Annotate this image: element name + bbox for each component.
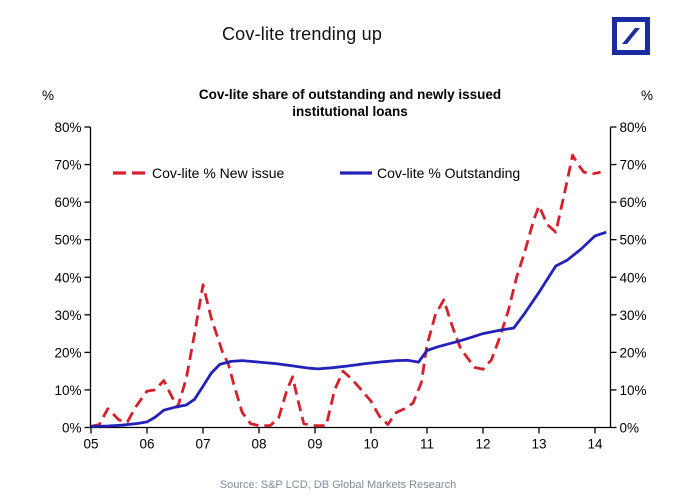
x-tick-label: 08 [251,437,266,452]
y-tick-label-right: 10% [620,383,647,398]
y-tick-label-left: 20% [54,345,81,360]
source-note: Source: S&P LCD, DB Global Markets Resea… [219,479,457,491]
series-line-outstanding [90,230,607,428]
x-tick-label: 12 [475,437,490,452]
y-tick-label-right: 40% [620,270,647,285]
y-tick-label-right: 30% [620,308,647,323]
y-tick-label-left: 80% [54,120,81,135]
chart-title-line1: Cov-lite share of outstanding and newly … [198,87,502,102]
y-tick-label-right: 60% [620,195,647,210]
x-tick-label: 10 [363,437,378,452]
legend-label-outstanding: Cov-lite % Outstanding [377,165,520,181]
y-axis-unit-left: % [41,88,54,103]
logo-slash-icon [622,28,640,44]
legend-label-new-issue: Cov-lite % New issue [152,165,284,181]
x-tick-label: 07 [195,437,210,452]
y-tick-label-right: 50% [620,233,647,248]
y-tick-label-right: 20% [620,345,647,360]
y-tick-label-left: 70% [54,158,81,173]
y-tick-label-left: 0% [62,421,82,436]
y-tick-label-left: 60% [54,195,81,210]
series-line-new-issue [90,153,601,428]
y-tick-label-left: 40% [54,270,81,285]
page-title: Cov-lite trending up [221,24,383,44]
x-tick-label: 06 [139,437,154,452]
deutsche-bank-logo [612,17,650,55]
y-axis-unit-right: % [640,88,653,103]
chart-title: Cov-lite share of outstanding and newly … [90,86,610,120]
y-tick-label-right: 80% [620,120,647,135]
x-tick-label: 05 [83,437,98,452]
y-tick-label-left: 50% [54,233,81,248]
y-tick-label-left: 10% [54,383,81,398]
y-tick-label-left: 30% [54,308,81,323]
x-tick-label: 11 [420,437,434,452]
x-tick-label: 14 [587,437,603,452]
y-tick-label-right: 0% [620,421,640,436]
y-tick-label-right: 70% [620,158,647,173]
x-tick-label: 09 [307,437,322,452]
chart-title-line2: institutional loans [292,104,408,119]
x-tick-label: 13 [531,437,546,452]
